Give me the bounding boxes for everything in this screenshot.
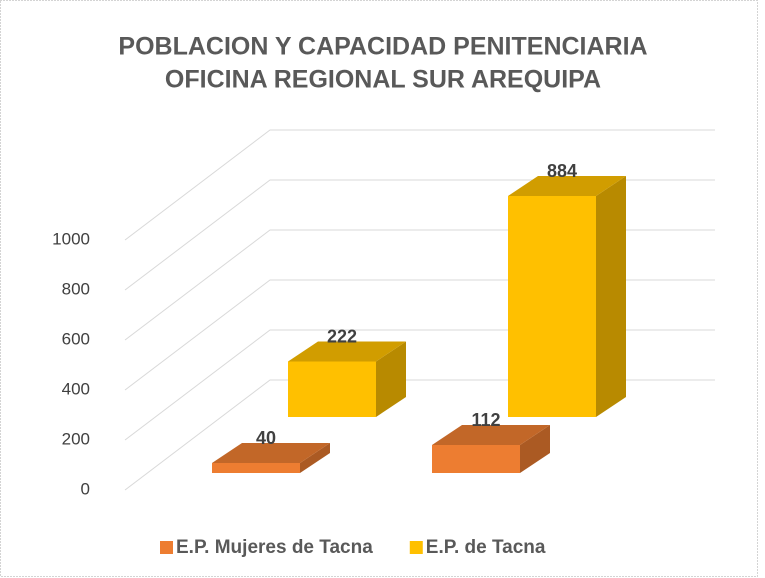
y-tick-label: 200 — [62, 429, 90, 448]
y-tick-label: 600 — [62, 329, 90, 348]
chart-title: POBLACION Y CAPACIDAD PENITENCIARIA — [118, 33, 647, 61]
bar — [288, 361, 376, 417]
bar-top — [212, 443, 330, 463]
y-tick-label: 400 — [62, 379, 90, 398]
bar-top — [288, 341, 406, 362]
bar-side — [520, 425, 550, 473]
legend-swatch — [409, 541, 423, 554]
bar-side — [300, 443, 330, 473]
y-tick-label: 0 — [81, 479, 90, 498]
bar-top — [432, 425, 550, 445]
value-label: 884 — [547, 161, 577, 181]
bar-side — [596, 176, 626, 417]
value-label: 40 — [256, 428, 276, 448]
bar-top — [508, 176, 626, 196]
value-label: 112 — [471, 410, 500, 430]
y-tick-label: 1000 — [52, 229, 90, 248]
grid-line — [124, 129, 715, 241]
chart-title: OFICINA REGIONAL SUR AREQUIPA — [165, 66, 601, 94]
value-label: 222 — [327, 326, 357, 346]
y-tick-label: 800 — [62, 279, 90, 298]
legend-swatch — [160, 541, 173, 554]
bar — [212, 463, 300, 473]
legend-label: E.P. Mujeres de Tacna — [176, 537, 373, 558]
legend-label: E.P. de Tacna — [426, 537, 546, 558]
bar-side — [376, 341, 406, 417]
bar — [508, 196, 596, 417]
bar — [432, 445, 520, 473]
